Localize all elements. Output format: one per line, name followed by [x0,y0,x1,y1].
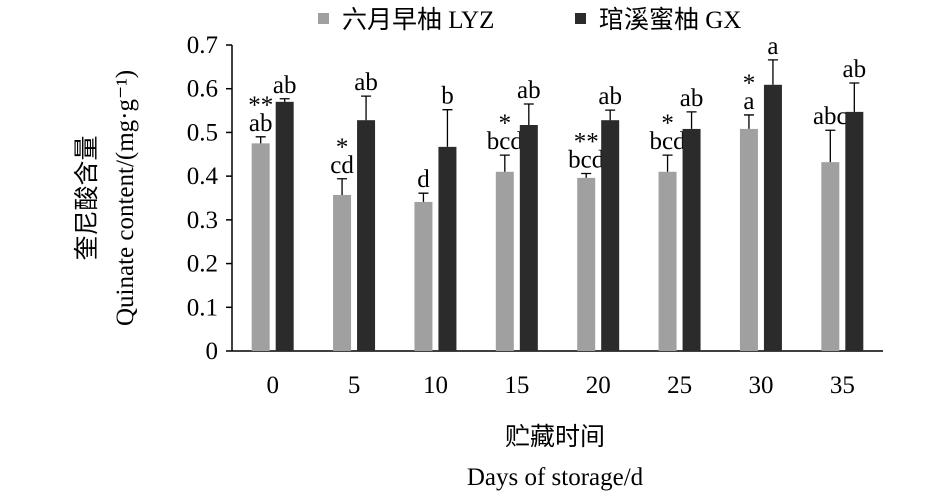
y-tick-label: 0.6 [187,76,218,103]
x-tick-label: 5 [348,372,361,399]
significance-letter: bcd [568,147,605,174]
bar [601,120,620,351]
significance-letter: a [767,33,778,60]
significance-letter: a [743,88,754,115]
significance-star: * [499,110,512,137]
error-bar [418,192,429,202]
x-tick-label: 30 [748,372,773,399]
x-tick-label: 15 [504,372,529,399]
x-tick-label: 10 [423,372,448,399]
significance-letter: d [417,166,430,193]
error-bar [605,109,616,121]
x-tick-label: 20 [586,372,611,399]
significance-star: * [336,134,349,161]
legend-swatch [318,13,329,24]
x-title: 贮藏时间 [505,423,605,451]
bar [577,177,596,351]
bar [438,146,457,351]
bar [495,171,514,351]
significance-letter: ab [843,56,867,83]
error-bar [849,82,860,112]
significance-letter: bcd [650,128,687,155]
error-bar [825,129,836,163]
y-title: 奎尼酸含量 [73,135,101,260]
error-bar [662,154,673,172]
y-tick-label: 0.7 [187,32,218,59]
bar [333,194,352,351]
significance-letter: b [441,83,454,110]
error-bar [442,109,453,147]
significance-star: * [661,110,674,137]
error-bar [337,178,348,195]
legend-label: 六月早柚 LYZ [342,6,494,34]
bar [251,143,270,351]
significance-letter: abc [813,103,848,130]
x-tick-label: 0 [266,372,279,399]
error-bar [581,172,592,178]
y-title: Quinate content/(mg·g⁻¹) [112,70,139,326]
error-bar [499,154,510,172]
x-title: Days of storage/d [467,464,644,491]
x-tick-label: 25 [667,372,692,399]
legend-label: 琯溪蜜柚 GX [599,6,741,34]
x-tick-label: 35 [830,372,855,399]
bar [519,124,538,351]
significance-star: ** [574,129,599,156]
error-bar [523,103,534,125]
bar [739,128,758,351]
legend-swatch [575,13,586,24]
y-tick-label: 0.4 [187,163,219,190]
significance-star: ** [248,92,273,119]
y-tick-label: 0.1 [187,294,218,321]
significance-letter: ab [598,83,622,110]
bar [845,111,864,351]
error-bar [361,95,372,121]
significance-letter: ab [273,72,297,99]
error-bar [686,111,697,129]
bar [821,162,840,351]
significance-letter: ab [680,85,704,112]
bar [682,128,701,351]
bar [763,84,782,351]
significance-letter: bcd [487,128,524,155]
bar [414,201,433,351]
error-bar [743,114,754,129]
y-tick-label: 0.5 [187,119,218,146]
y-tick-label: 0.3 [187,207,218,234]
bar [658,171,677,351]
bar [275,101,294,351]
significance-letter: ab [354,69,378,96]
error-bar [279,98,290,102]
significance-letter: cd [330,152,354,179]
bar [357,120,376,351]
y-tick-label: 0 [206,338,219,365]
significance-letter: ab [249,110,273,137]
error-bar [767,59,778,85]
significance-star: * [743,70,756,97]
significance-letter: ab [517,77,541,104]
y-tick-label: 0.2 [187,251,218,278]
error-bar [255,136,266,144]
